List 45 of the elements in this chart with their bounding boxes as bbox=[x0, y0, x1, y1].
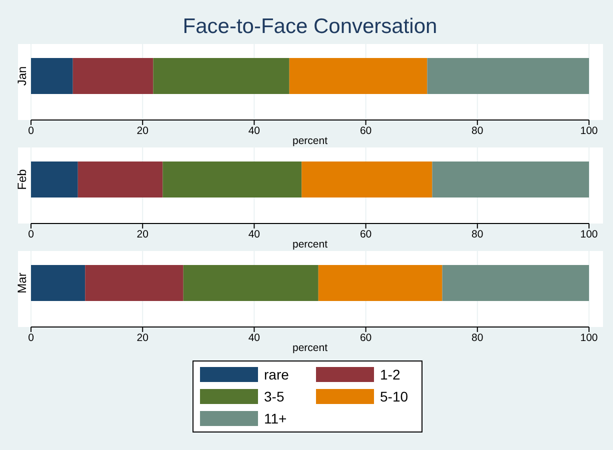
bar bbox=[153, 58, 290, 94]
x-tick-label: 40 bbox=[248, 125, 260, 137]
bar bbox=[78, 162, 163, 198]
x-tick-label: 0 bbox=[28, 332, 34, 344]
x-axis-title: percent bbox=[292, 342, 328, 354]
bar bbox=[85, 265, 184, 301]
x-tick-label: 60 bbox=[360, 125, 372, 137]
bar bbox=[162, 162, 302, 198]
bar bbox=[302, 162, 432, 198]
y-tick-label: Jan bbox=[15, 66, 29, 86]
legend-label: 5-10 bbox=[380, 388, 408, 404]
x-tick-label: 40 bbox=[248, 332, 260, 344]
y-tick-label: Mar bbox=[15, 272, 29, 294]
bar bbox=[31, 162, 78, 198]
x-tick-label: 100 bbox=[580, 125, 598, 137]
bar bbox=[318, 265, 442, 301]
chart-title: Face-to-Face Conversation bbox=[182, 15, 438, 38]
x-tick-label: 20 bbox=[136, 228, 149, 240]
bar bbox=[432, 162, 589, 198]
legend-label: 11+ bbox=[264, 410, 287, 426]
x-tick-label: 0 bbox=[28, 125, 34, 137]
legend-label: 1-2 bbox=[380, 366, 400, 382]
bar bbox=[31, 265, 86, 301]
legend-label: 3-5 bbox=[264, 388, 284, 404]
x-tick-label: 40 bbox=[248, 228, 260, 240]
x-tick-label: 20 bbox=[136, 125, 149, 137]
bar bbox=[183, 265, 318, 301]
x-tick-label: 80 bbox=[472, 228, 484, 240]
bar bbox=[72, 58, 154, 94]
legend-label: rare bbox=[264, 366, 290, 382]
x-tick-label: 60 bbox=[360, 228, 372, 240]
x-tick-label: 80 bbox=[472, 125, 484, 137]
x-tick-label: 80 bbox=[472, 332, 484, 344]
x-tick-label: 0 bbox=[28, 228, 34, 240]
bar bbox=[31, 58, 73, 94]
x-tick-label: 20 bbox=[136, 332, 149, 344]
x-tick-label: 100 bbox=[580, 332, 598, 344]
y-tick-label: Feb bbox=[15, 168, 29, 190]
x-tick-label: 100 bbox=[580, 228, 598, 240]
x-axis-title: percent bbox=[292, 238, 328, 250]
x-tick-label: 60 bbox=[360, 332, 372, 344]
bar bbox=[427, 58, 589, 94]
bar bbox=[289, 58, 428, 94]
x-axis-title: percent bbox=[292, 135, 328, 147]
bar bbox=[442, 265, 589, 301]
